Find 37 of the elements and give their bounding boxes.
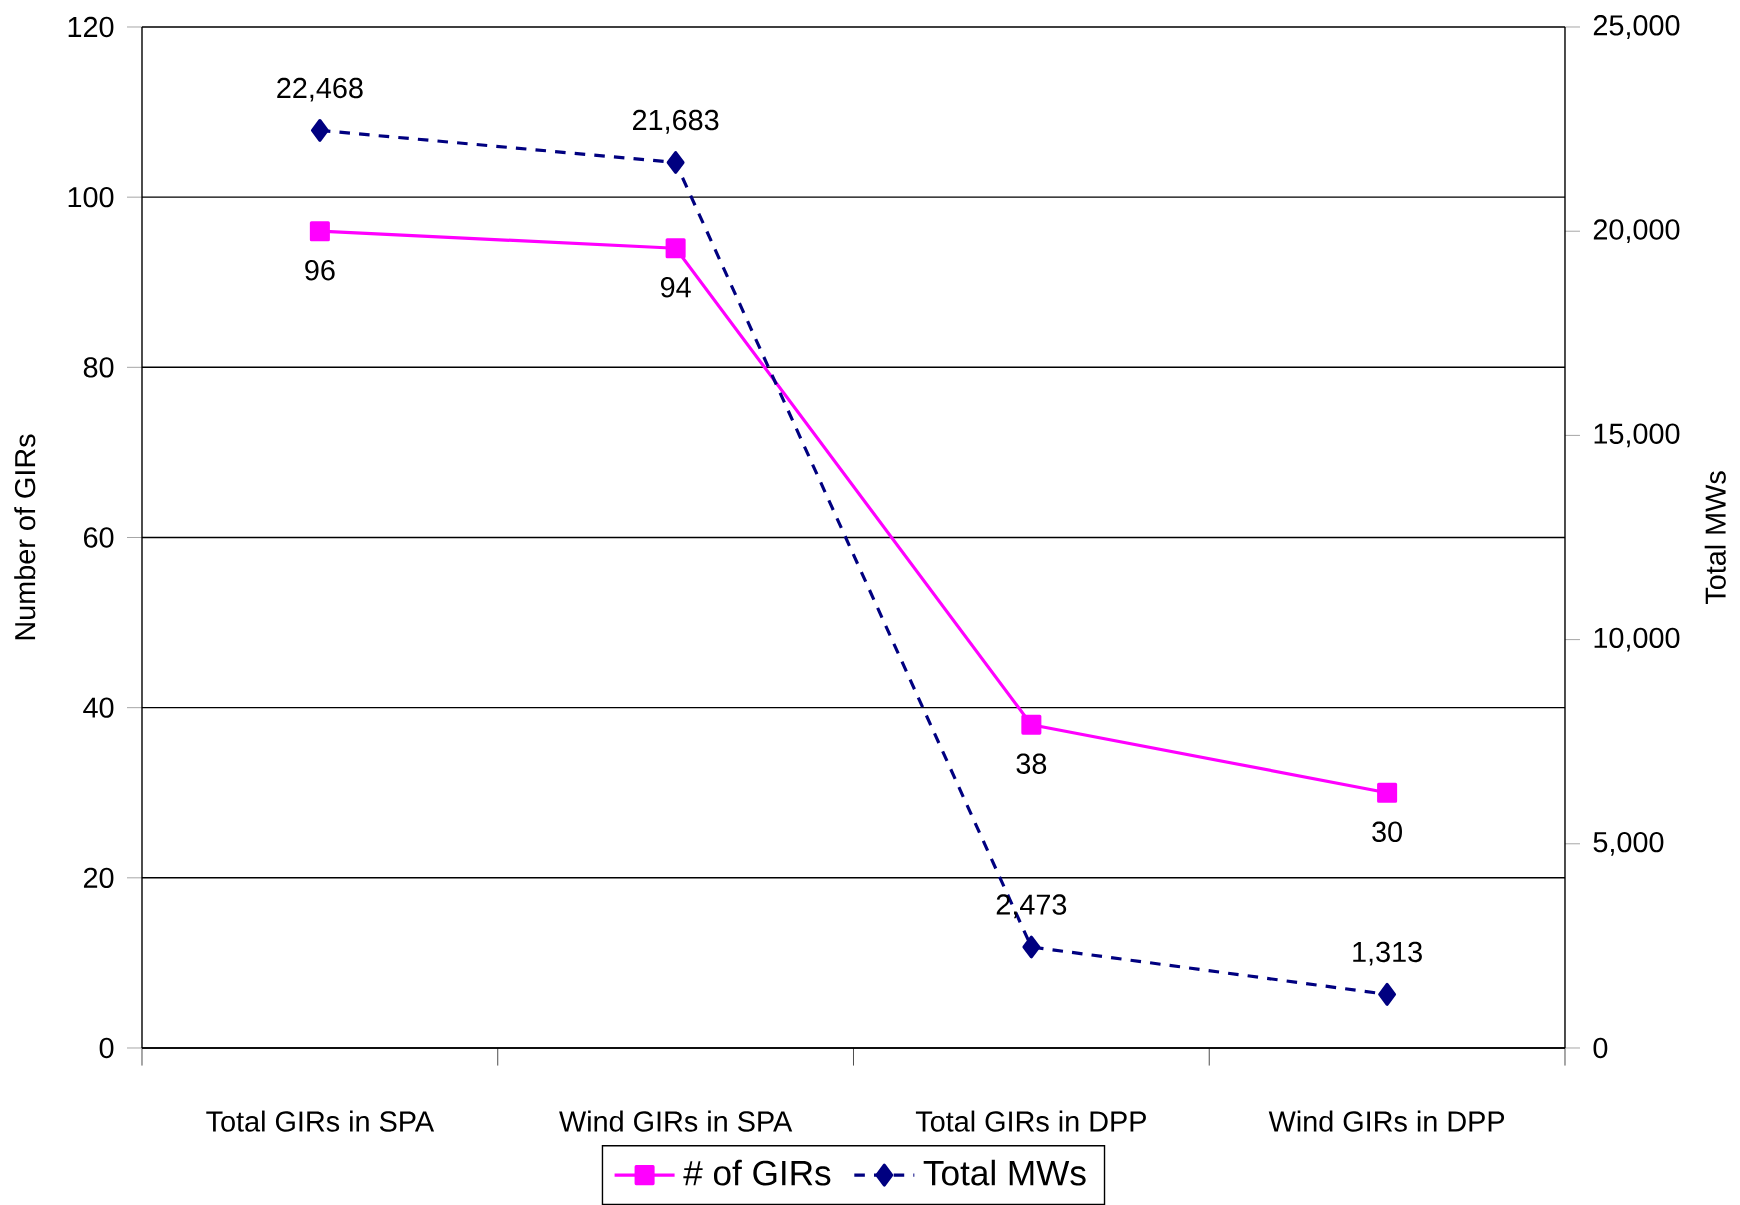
y-axis-title: Number of GIRs — [14, 434, 36, 640]
y2-tick-label: 15,000 — [1594, 423, 1680, 448]
y-tick-label: 120 — [68, 16, 114, 38]
x-tick-label: Wind GIRs in SPA — [559, 1110, 793, 1132]
point — [1378, 982, 1397, 1006]
y-tick-label: 60 — [84, 527, 114, 548]
data-label: 21,683 — [632, 109, 719, 134]
data-label: 22,468 — [277, 77, 363, 102]
data-label: 94 — [660, 276, 691, 298]
y2-tick-label: 25,000 — [1593, 14, 1680, 39]
x-tick-label: Total GIRs in DPP — [915, 1110, 1146, 1132]
point — [1022, 935, 1041, 959]
data-label: 1,313 — [1353, 941, 1422, 966]
data-label: 30 — [1372, 821, 1402, 842]
y-tick-label: 100 — [68, 186, 114, 208]
legend-label: # of GIRs — [683, 1159, 831, 1186]
y2-tick-label: 20,000 — [1593, 219, 1680, 243]
point — [665, 238, 686, 259]
legend-label: Total MWs — [923, 1159, 1086, 1186]
point — [310, 118, 329, 142]
data-label: 96 — [305, 259, 335, 281]
x-tick-label: Total GIRs in SPA — [206, 1110, 435, 1132]
y2-axis-title: Total MWs — [1704, 471, 1726, 604]
y-tick-label: 20 — [83, 867, 114, 888]
y-tick-label: 40 — [83, 697, 114, 718]
y-tick-label: 80 — [83, 357, 114, 378]
data-label: 2,473 — [996, 894, 1067, 919]
point — [666, 150, 685, 174]
y2-tick-label: 0 — [1593, 1037, 1608, 1059]
point — [309, 221, 330, 242]
y2-tick-label: 5,000 — [1593, 831, 1664, 856]
data-label: 38 — [1016, 753, 1047, 774]
point — [1021, 714, 1042, 735]
x-tick-label: Wind GIRs in DPP — [1268, 1110, 1505, 1132]
point — [1377, 782, 1398, 803]
y-tick-label: 0 — [99, 1037, 114, 1059]
y2-tick-label: 10,000 — [1594, 627, 1680, 652]
